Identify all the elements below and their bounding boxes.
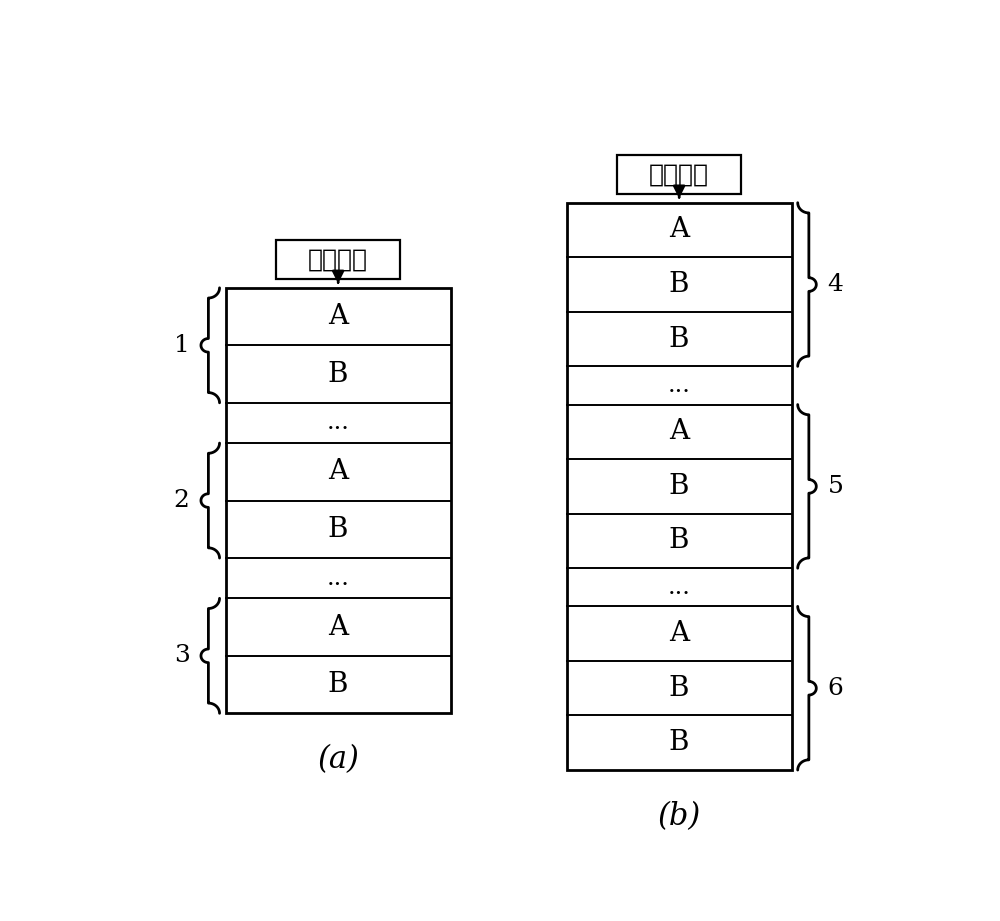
Bar [617, 156, 741, 194]
Text: ...: ... [327, 412, 350, 435]
Text: 5: 5 [828, 475, 844, 498]
Bar [276, 240, 400, 279]
Text: 2: 2 [174, 489, 190, 512]
Text: 电子注入: 电子注入 [308, 248, 368, 272]
Text: A: A [669, 620, 689, 647]
Text: A: A [669, 418, 689, 446]
Text: B: B [669, 729, 689, 756]
Text: 1: 1 [174, 333, 189, 356]
Text: B: B [669, 271, 689, 298]
Bar [567, 203, 792, 770]
Text: B: B [669, 528, 689, 554]
Text: 电子注入: 电子注入 [649, 163, 709, 187]
Text: 4: 4 [828, 273, 844, 296]
Text: ...: ... [327, 566, 350, 589]
Text: B: B [328, 360, 348, 388]
Text: B: B [328, 671, 348, 698]
Text: (a): (a) [317, 744, 359, 775]
Text: ...: ... [668, 576, 691, 599]
Text: 3: 3 [174, 645, 190, 668]
Bar [226, 288, 450, 714]
Text: 6: 6 [828, 677, 844, 700]
Text: (b): (b) [658, 800, 701, 832]
Text: B: B [669, 326, 689, 353]
Text: A: A [669, 216, 689, 243]
Text: B: B [669, 675, 689, 702]
Text: A: A [328, 303, 348, 330]
Text: B: B [669, 472, 689, 500]
Text: B: B [328, 516, 348, 542]
Text: ...: ... [668, 374, 691, 397]
Text: A: A [328, 459, 348, 485]
Text: A: A [328, 613, 348, 641]
